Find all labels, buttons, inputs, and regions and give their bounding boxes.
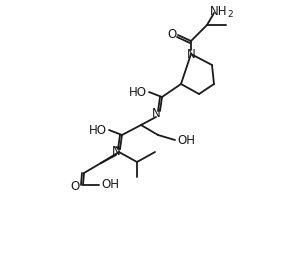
Text: O: O: [167, 27, 177, 40]
Text: 2: 2: [227, 10, 233, 18]
Text: OH: OH: [177, 133, 195, 147]
Text: O: O: [70, 181, 80, 193]
Text: HO: HO: [129, 85, 147, 98]
Text: OH: OH: [101, 178, 119, 191]
Text: N: N: [152, 106, 160, 119]
Text: N: N: [187, 47, 196, 61]
Text: HO: HO: [89, 124, 107, 136]
Text: N: N: [112, 145, 120, 157]
Text: NH: NH: [210, 4, 228, 18]
